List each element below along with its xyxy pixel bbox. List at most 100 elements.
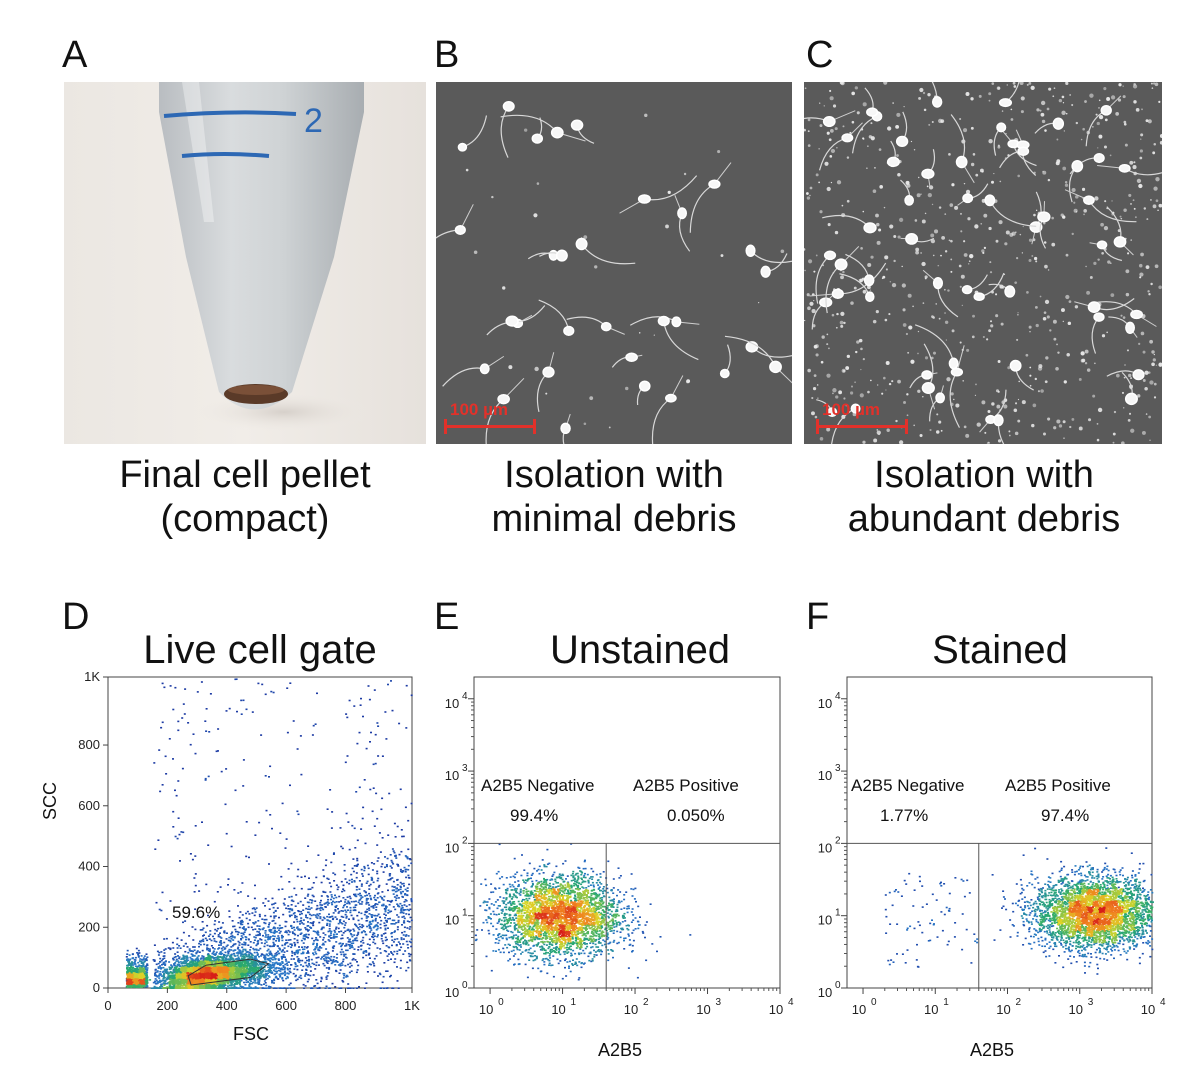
event-dot bbox=[246, 975, 248, 977]
event-dot bbox=[268, 976, 271, 978]
event-dot bbox=[248, 933, 251, 936]
debris-particle bbox=[583, 235, 588, 240]
event-dot bbox=[249, 983, 252, 985]
tube-line-upper bbox=[163, 110, 297, 118]
debris-particle bbox=[533, 213, 538, 218]
event-dot bbox=[386, 900, 389, 902]
event-dot bbox=[204, 931, 207, 934]
event-dot bbox=[381, 940, 384, 942]
event-dot bbox=[343, 974, 346, 977]
cell-body bbox=[563, 325, 575, 336]
event-dot bbox=[222, 982, 225, 985]
event-dot bbox=[273, 954, 276, 957]
event-dot bbox=[267, 934, 270, 936]
event-dot bbox=[231, 977, 234, 979]
event-dot bbox=[176, 937, 179, 940]
event-dot bbox=[201, 973, 204, 975]
cell-body bbox=[570, 119, 584, 131]
event-dot bbox=[356, 857, 359, 860]
event-dot bbox=[243, 981, 245, 984]
event-dot bbox=[248, 985, 251, 988]
event-dot bbox=[228, 910, 231, 912]
event-dot bbox=[205, 974, 207, 977]
event-dot bbox=[178, 956, 181, 958]
event-dot bbox=[245, 979, 248, 982]
event-dot bbox=[163, 984, 166, 986]
event-dot bbox=[337, 912, 340, 914]
panel-letter-b: B bbox=[434, 34, 460, 76]
event-dot bbox=[304, 985, 307, 987]
event-dot bbox=[207, 985, 210, 988]
event-dot bbox=[394, 958, 397, 960]
cell-body bbox=[542, 366, 555, 378]
event-dot bbox=[399, 943, 401, 945]
event-dot bbox=[215, 967, 218, 969]
event-dot bbox=[374, 942, 377, 945]
cell-body bbox=[550, 126, 564, 139]
event-dot bbox=[245, 917, 248, 920]
event-dot bbox=[361, 875, 364, 877]
panel-letter-c: C bbox=[806, 34, 834, 76]
event-dot bbox=[330, 885, 333, 888]
event-dot bbox=[387, 953, 390, 955]
event-dot bbox=[290, 946, 293, 949]
event-dot bbox=[263, 980, 266, 982]
event-dot bbox=[173, 964, 176, 967]
event-dot bbox=[290, 964, 293, 966]
event-dot bbox=[356, 859, 359, 862]
event-dot bbox=[291, 950, 294, 953]
event-dot bbox=[314, 951, 317, 953]
event-dot bbox=[230, 981, 233, 984]
event-dot bbox=[391, 944, 393, 947]
event-dot bbox=[203, 985, 206, 987]
event-dot bbox=[170, 972, 173, 974]
event-dot bbox=[250, 926, 253, 929]
event-dot bbox=[236, 976, 239, 979]
event-dot bbox=[177, 983, 180, 986]
event-dot bbox=[282, 954, 285, 956]
event-dot bbox=[315, 957, 318, 959]
event-dot bbox=[328, 923, 331, 925]
cell-body bbox=[677, 207, 688, 220]
event-dot bbox=[268, 923, 270, 926]
event-dot bbox=[355, 876, 358, 879]
event-dot bbox=[306, 980, 309, 983]
event-dot bbox=[201, 970, 204, 972]
event-dot bbox=[299, 964, 302, 966]
event-dot bbox=[224, 954, 227, 957]
debris-particle bbox=[780, 249, 785, 254]
event-dot bbox=[207, 977, 210, 980]
event-dot bbox=[348, 971, 351, 974]
event-dot bbox=[376, 870, 379, 873]
event-dot bbox=[291, 954, 294, 957]
event-dot bbox=[187, 951, 190, 954]
event-dot bbox=[287, 933, 290, 936]
event-dot bbox=[278, 916, 280, 919]
event-dot bbox=[171, 978, 174, 981]
debris-particle bbox=[491, 195, 494, 199]
event-dot bbox=[308, 958, 310, 961]
event-dot bbox=[228, 948, 231, 951]
event-dot bbox=[253, 939, 256, 941]
event-dot bbox=[269, 960, 272, 963]
event-dot bbox=[368, 909, 371, 911]
cell bbox=[485, 377, 525, 444]
event-dot bbox=[360, 931, 363, 934]
event-dot bbox=[303, 946, 306, 948]
event-dot bbox=[206, 980, 209, 983]
event-dot bbox=[319, 901, 322, 904]
event-dot bbox=[231, 971, 234, 974]
tube-marking: 2 bbox=[304, 102, 323, 140]
event-dot bbox=[299, 923, 301, 925]
debris-particle bbox=[653, 334, 655, 336]
event-dot bbox=[184, 950, 187, 953]
event-dot bbox=[342, 958, 345, 961]
cell bbox=[636, 380, 651, 406]
event-dot bbox=[275, 940, 278, 942]
event-dot bbox=[272, 966, 275, 969]
event-dot bbox=[315, 953, 318, 955]
event-dot bbox=[343, 955, 346, 957]
debris-particle bbox=[638, 332, 641, 334]
debris-particle bbox=[717, 150, 721, 154]
